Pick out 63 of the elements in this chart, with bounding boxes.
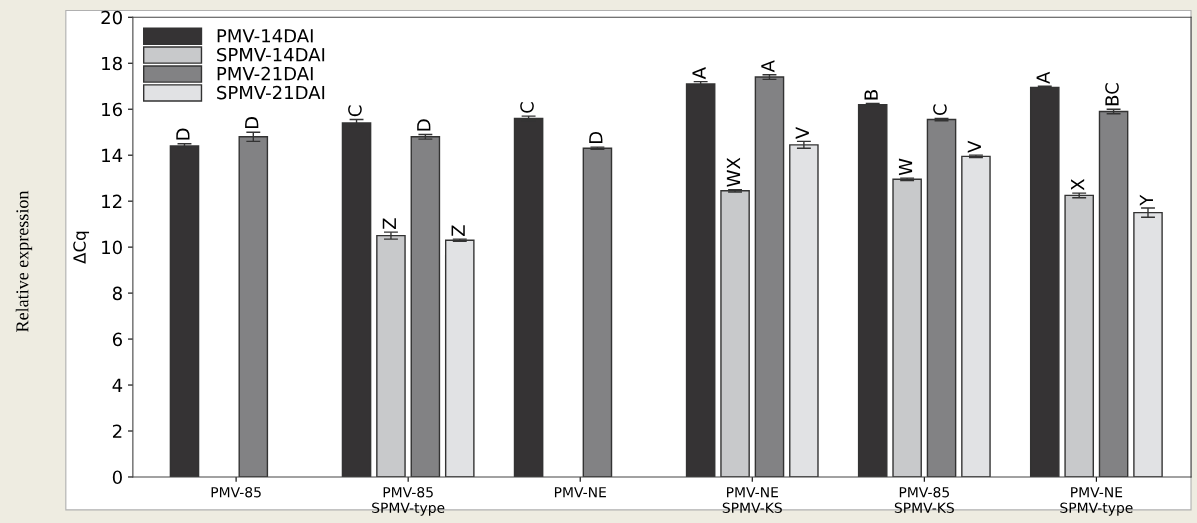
bar [961,155,991,477]
data-label: Y [1139,194,1153,206]
legend-label: SPMV-21DAI [217,85,325,100]
bar [926,118,957,477]
bar [376,234,406,477]
data-label: W [898,158,913,176]
data-label: A [1036,71,1050,84]
text: Relative expression [15,190,33,332]
bar [892,178,922,477]
data-label: A [761,60,775,73]
bar [857,103,888,477]
data-label: X [1071,179,1085,191]
y-tick-label: 18 [102,56,122,71]
data-label: A [692,67,706,80]
bar [341,122,372,477]
x-tick-label: PMV-85 SPMV-KS [894,486,954,513]
y-tick-label: 10 [102,240,122,255]
bar [789,144,819,477]
data-label: BC [1105,83,1119,106]
data-label: C [933,104,947,116]
y-tick-label: 16 [102,102,123,117]
data-label: D [245,117,259,129]
bar [410,136,441,477]
data-label: D [176,128,190,140]
y-tick-label: 20 [101,10,122,25]
y-tick-label: 12 [102,194,122,209]
bar [1133,211,1163,477]
legend-label: PMV-14DAI [217,29,313,43]
bar [1098,110,1129,477]
data-label: B [864,90,878,100]
bar [754,76,785,477]
y-tick-label: 2 [112,424,122,438]
data-label: Z [451,225,465,236]
bar [582,147,613,477]
y-tick-label: 0 [112,470,122,485]
data-label: D [589,131,603,144]
legend-label: PMV-21DAI [217,66,313,81]
data-label: Z [382,218,396,230]
data-label: WX [726,157,741,187]
y-tick-label: 6 [112,332,123,347]
bar [720,190,750,477]
data-label: C [348,105,362,117]
bar [444,239,475,477]
data-label: C [520,102,534,113]
data-label: D [417,119,431,131]
y-axis-title: ΔCq [73,231,90,264]
bar [1064,194,1094,477]
bar [238,136,269,477]
x-tick-label: PMV-85 [211,486,261,498]
data-label: V [967,140,981,153]
y-tick-label: 4 [112,378,123,392]
bar [513,117,544,477]
x-tick-label: PMV-NE [554,487,606,498]
x-tick-label: PMV-85 SPMV-type [372,486,445,516]
y-tick-label: 8 [112,286,122,301]
bar [1029,86,1060,477]
x-tick-label: PMV-NE SPMV-KS [722,487,782,513]
bar [685,83,716,477]
bar [169,145,200,477]
x-tick-label: PMV-NE SPMV-type [1060,487,1133,516]
legend-label: SPMV-14DAI [217,47,325,62]
y-tick-label: 14 [102,148,123,163]
data-label: V [795,126,809,139]
